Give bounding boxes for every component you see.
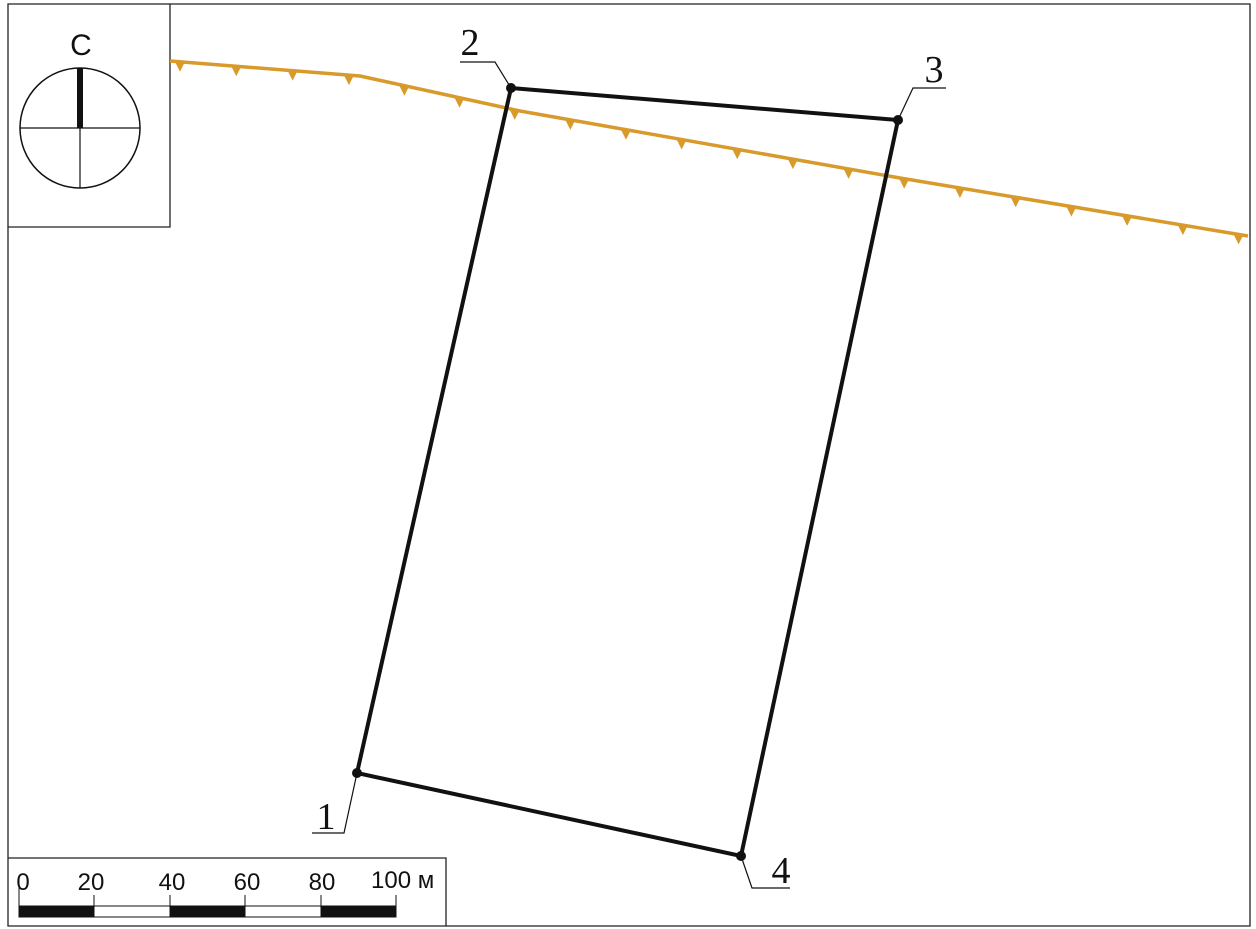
slope-tick <box>620 129 631 140</box>
slope-tick <box>1010 197 1021 208</box>
slope-tick <box>676 139 687 150</box>
compass-frame <box>7 3 170 227</box>
slope-tick <box>732 149 743 160</box>
slope-tick <box>399 85 410 96</box>
slope-tick <box>1233 234 1244 245</box>
vertex-label-4: 4 <box>772 850 791 892</box>
scale-segment-2 <box>93 905 171 918</box>
scale-segment-5 <box>320 905 397 918</box>
scale-bar: 0 20 40 60 80 100 м <box>8 857 447 926</box>
vertex-label-2: 2 <box>461 22 480 64</box>
slope-tick <box>899 178 910 189</box>
leader-point-2 <box>460 61 512 89</box>
scale-label-20: 20 <box>78 869 105 896</box>
vertex-label-1: 1 <box>317 796 336 838</box>
slope-line-icon <box>169 59 1249 245</box>
north-arrow-icon: С <box>19 29 141 189</box>
scale-label-40: 40 <box>159 869 186 896</box>
slope-tick <box>343 75 354 86</box>
scale-segment-1 <box>18 905 95 918</box>
leader-point-1 <box>312 772 358 834</box>
slope-tick <box>174 61 185 72</box>
scale-label-60: 60 <box>234 869 261 896</box>
scale-label-80: 80 <box>309 869 336 896</box>
slope-tick <box>843 168 854 179</box>
slope-tick <box>1122 215 1133 226</box>
scale-segment-3 <box>169 905 246 918</box>
slope-tick <box>509 109 520 120</box>
north-label: С <box>70 29 92 62</box>
slope-tick <box>287 70 298 81</box>
scale-label-0: 0 <box>16 869 29 896</box>
slope-tick <box>954 187 965 198</box>
slope-line <box>169 59 1249 238</box>
slope-tick <box>454 97 465 108</box>
scale-bar-frame <box>8 857 447 926</box>
scale-label-100: 100 м <box>371 867 434 894</box>
leader-point-4 <box>740 855 790 889</box>
slope-tick <box>565 119 576 130</box>
slope-tick <box>787 159 798 170</box>
vertex-label-3: 3 <box>925 49 944 91</box>
map-frame <box>7 3 1251 927</box>
scale-segment-4 <box>244 905 322 918</box>
parcel-boundary <box>354 85 901 859</box>
leader-point-3 <box>897 87 946 121</box>
slope-tick <box>1177 225 1188 236</box>
slope-tick <box>231 66 242 77</box>
slope-tick <box>1066 206 1077 217</box>
